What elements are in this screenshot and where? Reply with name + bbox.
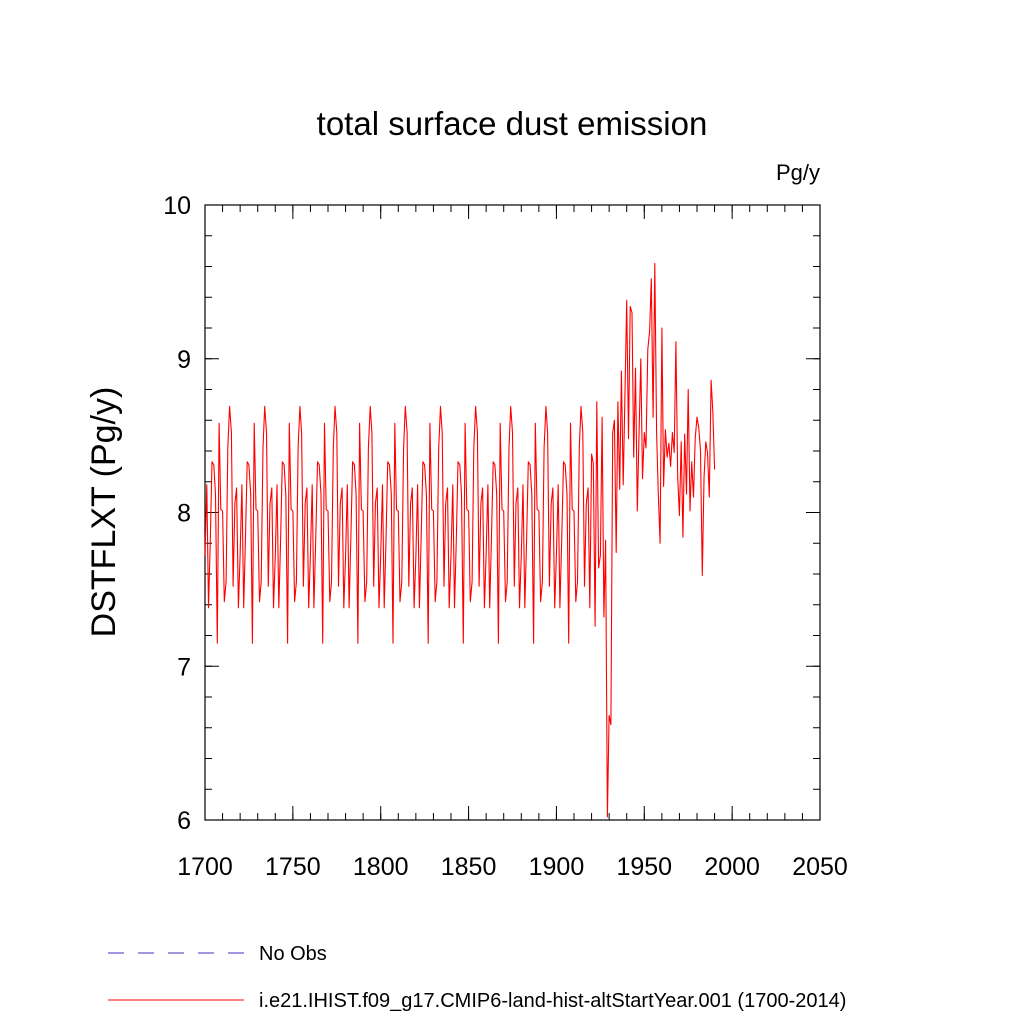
chart-title: total surface dust emission: [317, 105, 708, 142]
x-tick-label: 2050: [792, 853, 848, 881]
units-label: Pg/y: [776, 160, 820, 185]
x-tick-label: 2000: [704, 853, 760, 881]
x-tick-label: 1750: [265, 853, 321, 881]
y-tick-label: 10: [163, 192, 191, 220]
legend: No Obs i.e21.IHIST.f09_g17.CMIP6-land-hi…: [108, 943, 846, 1012]
x-tick-label: 1850: [441, 853, 497, 881]
series-line: [204, 262, 716, 818]
y-tick-label: 8: [177, 500, 191, 528]
tick-labels: 1700 1750 1800 1850 1900 1950 2000 2050 6 7 8 9 10: [163, 192, 848, 881]
y-axis-label: DSTFLXT (Pg/y): [85, 387, 123, 638]
plot-frame: [204, 204, 821, 821]
y-tick-label: 6: [177, 807, 191, 835]
y-tick-label: 7: [177, 653, 191, 681]
x-tick-label: 1900: [529, 853, 585, 881]
x-tick-label: 1800: [353, 853, 409, 881]
y-tick-label: 9: [177, 346, 191, 374]
x-tick-label: 1700: [177, 853, 233, 881]
legend-label-no-obs: No Obs: [259, 943, 327, 965]
legend-label-series: i.e21.IHIST.f09_g17.CMIP6-land-hist-altS…: [259, 990, 846, 1012]
x-tick-label: 1950: [616, 853, 672, 881]
